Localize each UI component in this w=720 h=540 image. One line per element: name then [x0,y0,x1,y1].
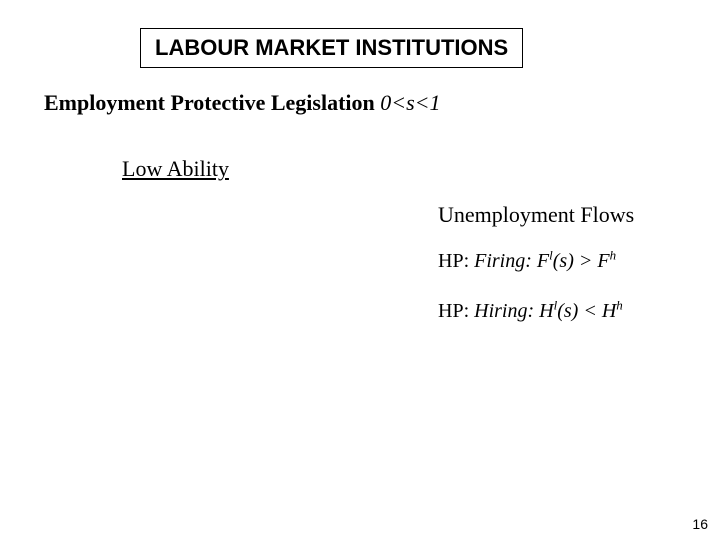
hiring-lhs-arg: (s) [557,300,578,322]
firing-hypothesis: HP: Firing: Fl(s) > Fh [438,250,616,273]
firing-lhs-fn: F [537,250,549,272]
subtitle-range-text: 0<s<1 [380,90,440,115]
unemployment-flows-label: Unemployment Flows [438,202,634,228]
hiring-label: Hiring: [474,300,534,322]
subtitle-label: Employment Protective Legislation [44,90,375,115]
firing-label: Firing: [474,250,532,272]
hiring-prefix: HP: [438,300,474,322]
slide-canvas: LABOUR MARKET INSTITUTIONS Employment Pr… [0,0,720,540]
page-number: 16 [692,516,708,532]
firing-rhs-fn: F [597,250,609,272]
firing-rhs-sup: h [610,247,617,262]
subtitle-range: 0<s<1 [380,90,440,115]
hiring-rhs-sup: h [616,297,623,312]
firing-prefix: HP: [438,250,474,272]
hiring-op: < [578,300,602,322]
firing-op: > [574,250,598,272]
firing-lhs-arg: (s) [553,250,574,272]
subtitle: Employment Protective Legislation 0<s<1 [44,90,441,116]
hiring-hypothesis: HP: Hiring: Hl(s) < Hh [438,300,623,323]
hiring-lhs-fn: H [539,300,553,322]
hiring-rhs-fn: H [602,300,616,322]
low-ability-heading: Low Ability [122,156,229,182]
title-box: LABOUR MARKET INSTITUTIONS [140,28,523,68]
slide-title: LABOUR MARKET INSTITUTIONS [155,35,508,60]
